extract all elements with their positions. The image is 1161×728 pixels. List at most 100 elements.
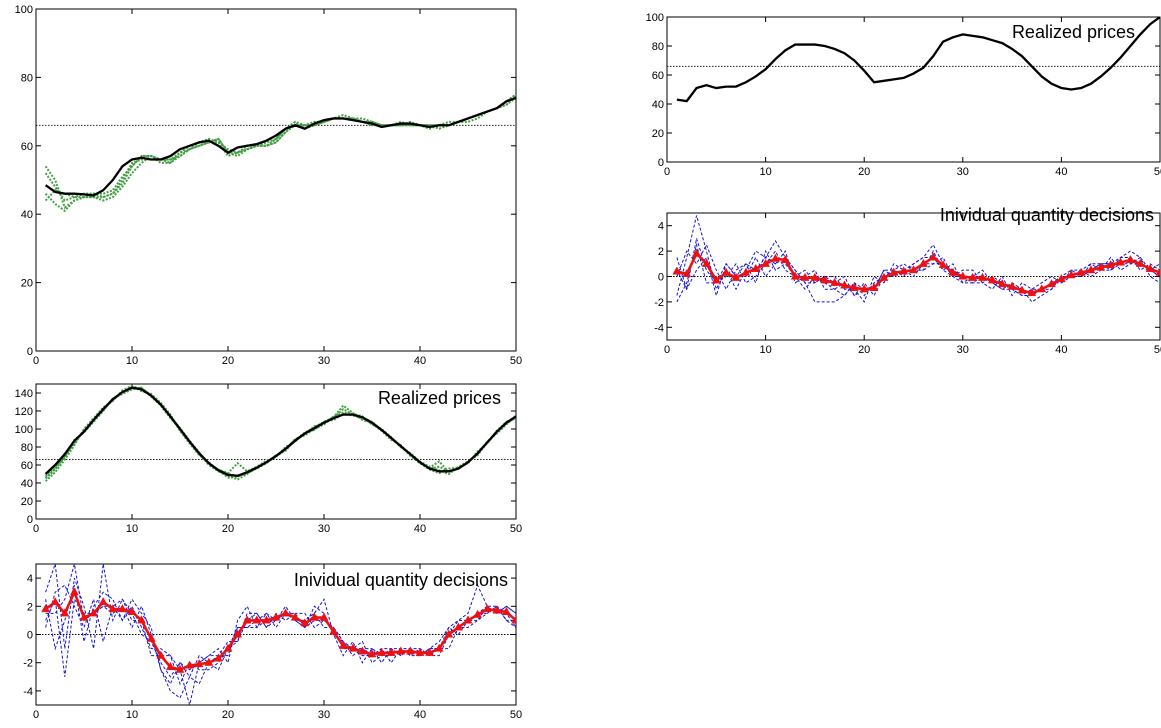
y-tick-label: -4 <box>654 322 664 334</box>
x-tick-label: 50 <box>510 709 522 721</box>
average-marker <box>879 272 889 281</box>
axes-frame <box>35 8 517 352</box>
average-marker <box>751 263 761 272</box>
x-tick-label: 0 <box>33 709 39 721</box>
average-marker <box>702 258 711 267</box>
average-marker <box>357 646 367 655</box>
price-series-line <box>676 17 1160 103</box>
panel-title: Inividual quantity decisions <box>940 205 1154 225</box>
average-marker <box>830 277 840 286</box>
average-marker <box>918 258 928 267</box>
average-marker <box>242 615 252 624</box>
average-marker <box>348 643 358 652</box>
average-marker <box>1076 267 1086 276</box>
y-tick-label: 80 <box>21 72 33 84</box>
y-tick-label: 60 <box>21 141 33 153</box>
average-marker <box>711 275 721 284</box>
average-marker <box>69 587 79 596</box>
average-marker <box>1125 254 1135 264</box>
y-tick-label: 4 <box>27 573 33 585</box>
average-marker <box>405 646 415 655</box>
average-marker <box>849 282 859 291</box>
x-tick-label: 50 <box>1154 344 1161 356</box>
x-tick-label: 10 <box>126 709 138 721</box>
x-tick-label: 30 <box>957 344 969 356</box>
average-marker <box>281 608 291 617</box>
average-marker <box>889 267 899 276</box>
average-marker <box>978 272 987 281</box>
average-marker <box>367 649 377 658</box>
average-marker <box>117 604 127 613</box>
average-marker <box>185 660 195 669</box>
average-marker <box>731 272 741 281</box>
x-tick-label: 20 <box>222 523 234 535</box>
y-tick-label: 0 <box>658 272 664 284</box>
average-marker <box>1086 265 1096 274</box>
average-marker <box>869 282 879 291</box>
average-marker <box>463 615 473 624</box>
x-tick-label: 20 <box>222 355 234 367</box>
individual-series-line <box>45 564 516 678</box>
plot-area <box>44 384 516 482</box>
y-tick-label: -4 <box>23 686 33 698</box>
average-marker <box>175 664 185 673</box>
average-marker <box>473 609 483 618</box>
average-marker <box>108 604 118 613</box>
average-marker <box>213 653 223 662</box>
average-marker <box>1155 267 1160 276</box>
average-marker <box>434 643 444 652</box>
x-tick-label: 0 <box>664 166 670 178</box>
plot-area <box>41 564 516 705</box>
average-marker <box>997 279 1007 288</box>
average-marker <box>223 643 233 652</box>
x-tick-label: 30 <box>318 355 330 367</box>
average-marker <box>79 612 89 621</box>
average-marker <box>501 606 511 615</box>
average-marker <box>146 633 156 642</box>
y-tick-label: 100 <box>646 12 664 24</box>
average-marker <box>840 280 849 289</box>
average-marker <box>899 266 909 275</box>
y-tick-label: 140 <box>15 388 33 400</box>
y-tick-label: 2 <box>27 601 33 613</box>
average-marker <box>233 629 243 638</box>
average-marker <box>60 608 70 617</box>
average-marker <box>800 272 810 281</box>
y-tick-label: 120 <box>15 406 33 418</box>
average-marker <box>50 597 60 606</box>
average-marker <box>780 254 790 264</box>
average-marker <box>1066 270 1076 279</box>
average-marker <box>820 275 830 284</box>
x-tick-label: 0 <box>33 523 39 535</box>
average-marker <box>682 268 692 278</box>
average-marker <box>377 647 387 656</box>
average-marker <box>386 647 396 656</box>
average-marker <box>165 661 175 670</box>
x-tick-label: 30 <box>318 709 330 721</box>
y-tick-label: 2 <box>658 246 664 258</box>
average-marker <box>511 615 516 624</box>
average-marker <box>968 272 978 281</box>
average-marker <box>271 612 281 621</box>
average-marker <box>1096 262 1106 271</box>
y-tick-label: 40 <box>21 209 33 221</box>
average-marker <box>1017 285 1027 294</box>
x-tick-label: 10 <box>759 344 771 356</box>
average-marker <box>41 604 51 613</box>
y-tick-label: -2 <box>654 297 664 309</box>
average-marker <box>928 252 938 261</box>
average-marker <box>194 659 204 668</box>
average-marker <box>338 640 348 649</box>
average-marker <box>396 646 406 655</box>
average-marker <box>492 605 502 614</box>
individual-series-line <box>676 242 1160 303</box>
y-tick-label: 100 <box>15 4 33 16</box>
axes-frame <box>666 16 1161 163</box>
x-tick-label: 10 <box>759 166 771 178</box>
average-marker <box>300 618 310 627</box>
plot-area <box>676 17 1160 103</box>
y-tick-label: 100 <box>15 424 33 436</box>
